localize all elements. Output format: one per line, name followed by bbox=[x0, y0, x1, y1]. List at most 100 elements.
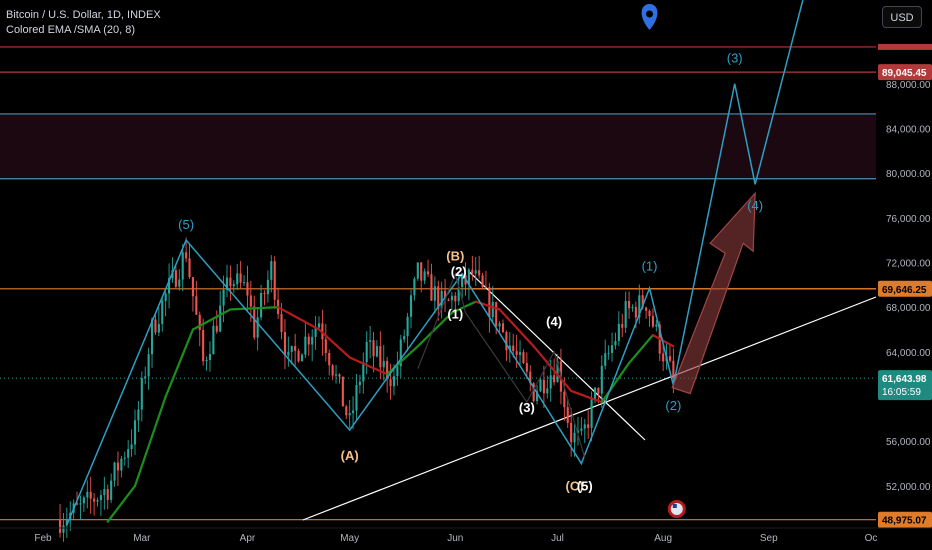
candle-body[interactable] bbox=[529, 371, 532, 384]
candle-body[interactable] bbox=[62, 525, 65, 533]
candle-body[interactable] bbox=[471, 269, 474, 274]
candle-body[interactable] bbox=[280, 314, 283, 333]
candle-body[interactable] bbox=[191, 277, 194, 297]
projection-arrow[interactable] bbox=[671, 191, 756, 395]
candle-body[interactable] bbox=[113, 462, 116, 481]
candle-body[interactable] bbox=[546, 388, 549, 394]
candle-body[interactable] bbox=[392, 376, 396, 387]
candle-body[interactable] bbox=[662, 353, 665, 362]
candle-body[interactable] bbox=[406, 316, 409, 337]
candle-body[interactable] bbox=[89, 491, 92, 499]
candle-body[interactable] bbox=[82, 497, 85, 504]
candle-body[interactable] bbox=[116, 462, 120, 471]
candle-body[interactable] bbox=[426, 271, 430, 275]
candle-body[interactable] bbox=[539, 379, 542, 392]
candle-body[interactable] bbox=[96, 500, 99, 502]
candle-body[interactable] bbox=[58, 519, 62, 533]
candle-body[interactable] bbox=[372, 340, 375, 357]
candle-body[interactable] bbox=[590, 399, 593, 428]
candle-body[interactable] bbox=[501, 323, 505, 333]
candle-body[interactable] bbox=[641, 295, 644, 308]
candle-body[interactable] bbox=[161, 300, 164, 325]
candle-body[interactable] bbox=[198, 314, 201, 330]
candle-body[interactable] bbox=[580, 428, 583, 431]
candle-body[interactable] bbox=[168, 278, 171, 294]
candle-body[interactable] bbox=[144, 376, 147, 379]
candle-body[interactable] bbox=[147, 354, 150, 377]
candle-body[interactable] bbox=[283, 332, 286, 356]
candle-body[interactable] bbox=[256, 317, 259, 338]
candle-body[interactable] bbox=[239, 273, 242, 283]
candle-body[interactable] bbox=[225, 277, 229, 290]
candle-body[interactable] bbox=[304, 336, 307, 355]
candle-body[interactable] bbox=[563, 391, 566, 408]
candle-body[interactable] bbox=[386, 360, 389, 380]
candle-body[interactable] bbox=[307, 336, 310, 345]
candle-body[interactable] bbox=[481, 275, 484, 287]
candle-body[interactable] bbox=[607, 352, 610, 354]
candle-body[interactable] bbox=[512, 345, 515, 352]
candle-body[interactable] bbox=[457, 286, 460, 302]
candle-body[interactable] bbox=[505, 332, 508, 351]
candle-body[interactable] bbox=[399, 339, 402, 367]
candle-body[interactable] bbox=[219, 305, 222, 332]
candle-body[interactable] bbox=[110, 480, 113, 500]
candle-body[interactable] bbox=[317, 323, 321, 328]
candle-body[interactable] bbox=[437, 286, 440, 309]
candle-body[interactable] bbox=[246, 282, 249, 296]
candle-body[interactable] bbox=[338, 374, 341, 377]
candle-body[interactable] bbox=[300, 354, 304, 362]
candle-body[interactable] bbox=[420, 262, 423, 281]
candle-body[interactable] bbox=[474, 270, 477, 274]
candle-body[interactable] bbox=[140, 378, 143, 410]
candle-body[interactable] bbox=[123, 457, 126, 459]
candle-body[interactable] bbox=[624, 301, 627, 328]
candle-body[interactable] bbox=[232, 284, 235, 287]
candle-body[interactable] bbox=[423, 271, 426, 281]
candle-body[interactable] bbox=[450, 295, 453, 301]
candle-body[interactable] bbox=[566, 407, 569, 423]
candle-body[interactable] bbox=[570, 422, 573, 443]
candle-body[interactable] bbox=[120, 458, 123, 471]
elliott-wave-path[interactable] bbox=[66, 0, 804, 526]
candle-body[interactable] bbox=[542, 379, 545, 394]
candle-body[interactable] bbox=[348, 413, 351, 416]
candle-body[interactable] bbox=[672, 360, 675, 379]
candle-body[interactable] bbox=[454, 295, 457, 302]
candle-body[interactable] bbox=[222, 289, 225, 306]
candle-body[interactable] bbox=[352, 410, 355, 414]
candle-body[interactable] bbox=[362, 362, 365, 382]
candle-body[interactable] bbox=[461, 275, 464, 287]
candle-body[interactable] bbox=[478, 270, 481, 276]
candle-body[interactable] bbox=[205, 359, 208, 362]
candle-body[interactable] bbox=[334, 374, 338, 376]
candle-body[interactable] bbox=[430, 274, 433, 301]
candle-body[interactable] bbox=[614, 341, 617, 346]
candle-body[interactable] bbox=[440, 290, 443, 309]
candle-body[interactable] bbox=[215, 325, 218, 332]
candle-body[interactable] bbox=[549, 375, 552, 389]
candle-body[interactable] bbox=[249, 295, 252, 307]
candle-body[interactable] bbox=[130, 444, 133, 450]
candle-body[interactable] bbox=[266, 279, 269, 295]
candle-body[interactable] bbox=[587, 424, 590, 428]
candle-body[interactable] bbox=[79, 503, 82, 505]
candle-body[interactable] bbox=[137, 409, 140, 421]
candle-body[interactable] bbox=[263, 292, 266, 295]
candle-body[interactable] bbox=[202, 329, 205, 362]
candle-body[interactable] bbox=[229, 277, 232, 287]
candle-body[interactable] bbox=[409, 295, 413, 317]
candle-body[interactable] bbox=[648, 310, 651, 317]
candle-body[interactable] bbox=[93, 498, 96, 502]
candle-body[interactable] bbox=[212, 325, 215, 355]
candle-body[interactable] bbox=[573, 432, 576, 443]
resistance-trendline[interactable] bbox=[468, 271, 646, 441]
candle-body[interactable] bbox=[498, 323, 501, 327]
candle-body[interactable] bbox=[181, 252, 184, 280]
candle-body[interactable] bbox=[433, 286, 436, 301]
candle-body[interactable] bbox=[593, 387, 597, 400]
candle-body[interactable] bbox=[154, 319, 157, 333]
candle-body[interactable] bbox=[358, 381, 361, 386]
